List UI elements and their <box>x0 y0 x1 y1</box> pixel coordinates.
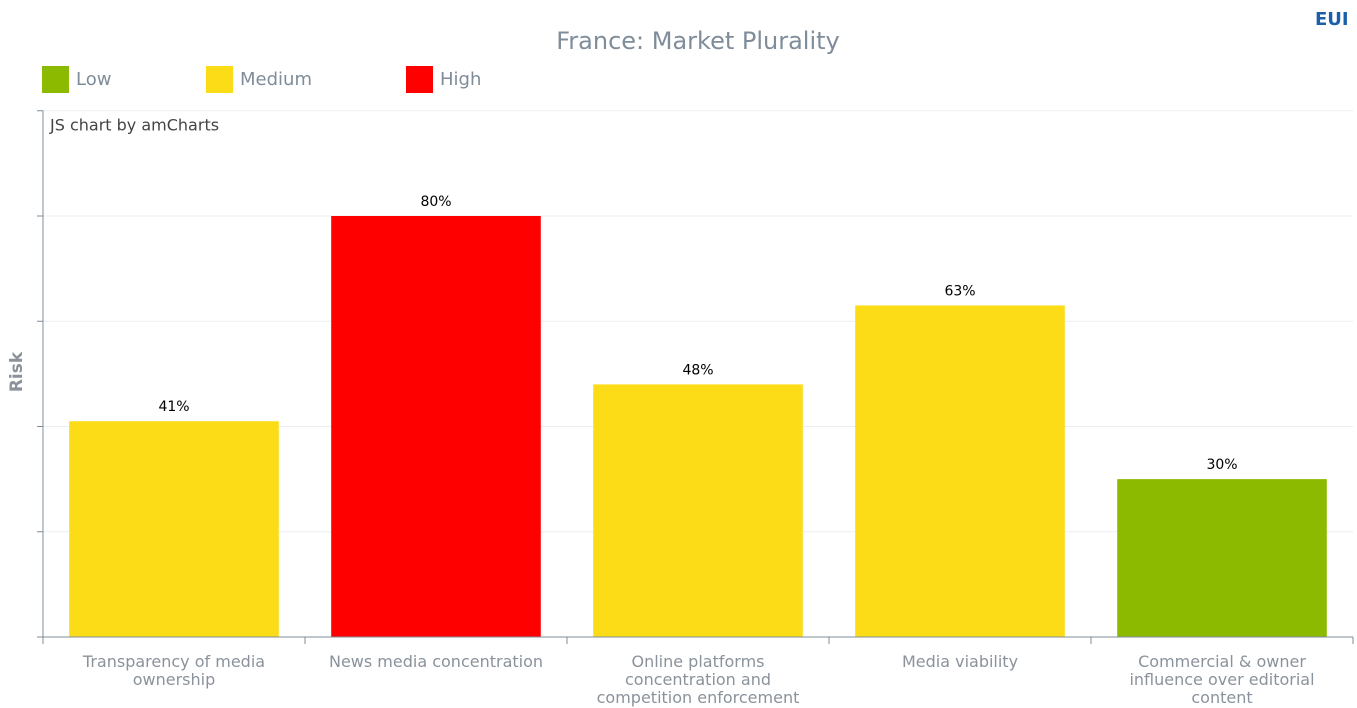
x-tick-label: Media viability <box>901 652 1019 671</box>
value-label: 30% <box>1206 457 1237 473</box>
bar <box>593 384 803 637</box>
legend-label: Low <box>76 69 111 90</box>
legend-label: High <box>440 69 481 90</box>
value-label: 80% <box>420 194 451 210</box>
legend-swatch <box>42 66 69 93</box>
x-tick-label: Transparency of media ownership <box>82 652 266 689</box>
x-tick-label: Online platforms concentration and compe… <box>596 652 800 707</box>
value-label: 41% <box>158 399 189 415</box>
chart-title: France: Market Plurality <box>556 27 840 55</box>
bar <box>1117 479 1327 637</box>
legend-label: Medium <box>240 69 312 90</box>
value-label: 63% <box>944 283 975 299</box>
y-axis-label: Risk <box>7 351 27 392</box>
value-label: 48% <box>682 362 713 378</box>
bar <box>855 305 1065 637</box>
legend-swatch <box>406 66 433 93</box>
logo: EUI <box>1315 9 1349 30</box>
credit: JS chart by amCharts <box>49 116 219 135</box>
x-tick-label: News media concentration <box>328 652 544 671</box>
bar <box>69 421 279 637</box>
x-tick-label: Commercial & owner influence over editor… <box>1129 652 1315 707</box>
legend-swatch <box>206 66 233 93</box>
bar <box>331 216 541 637</box>
